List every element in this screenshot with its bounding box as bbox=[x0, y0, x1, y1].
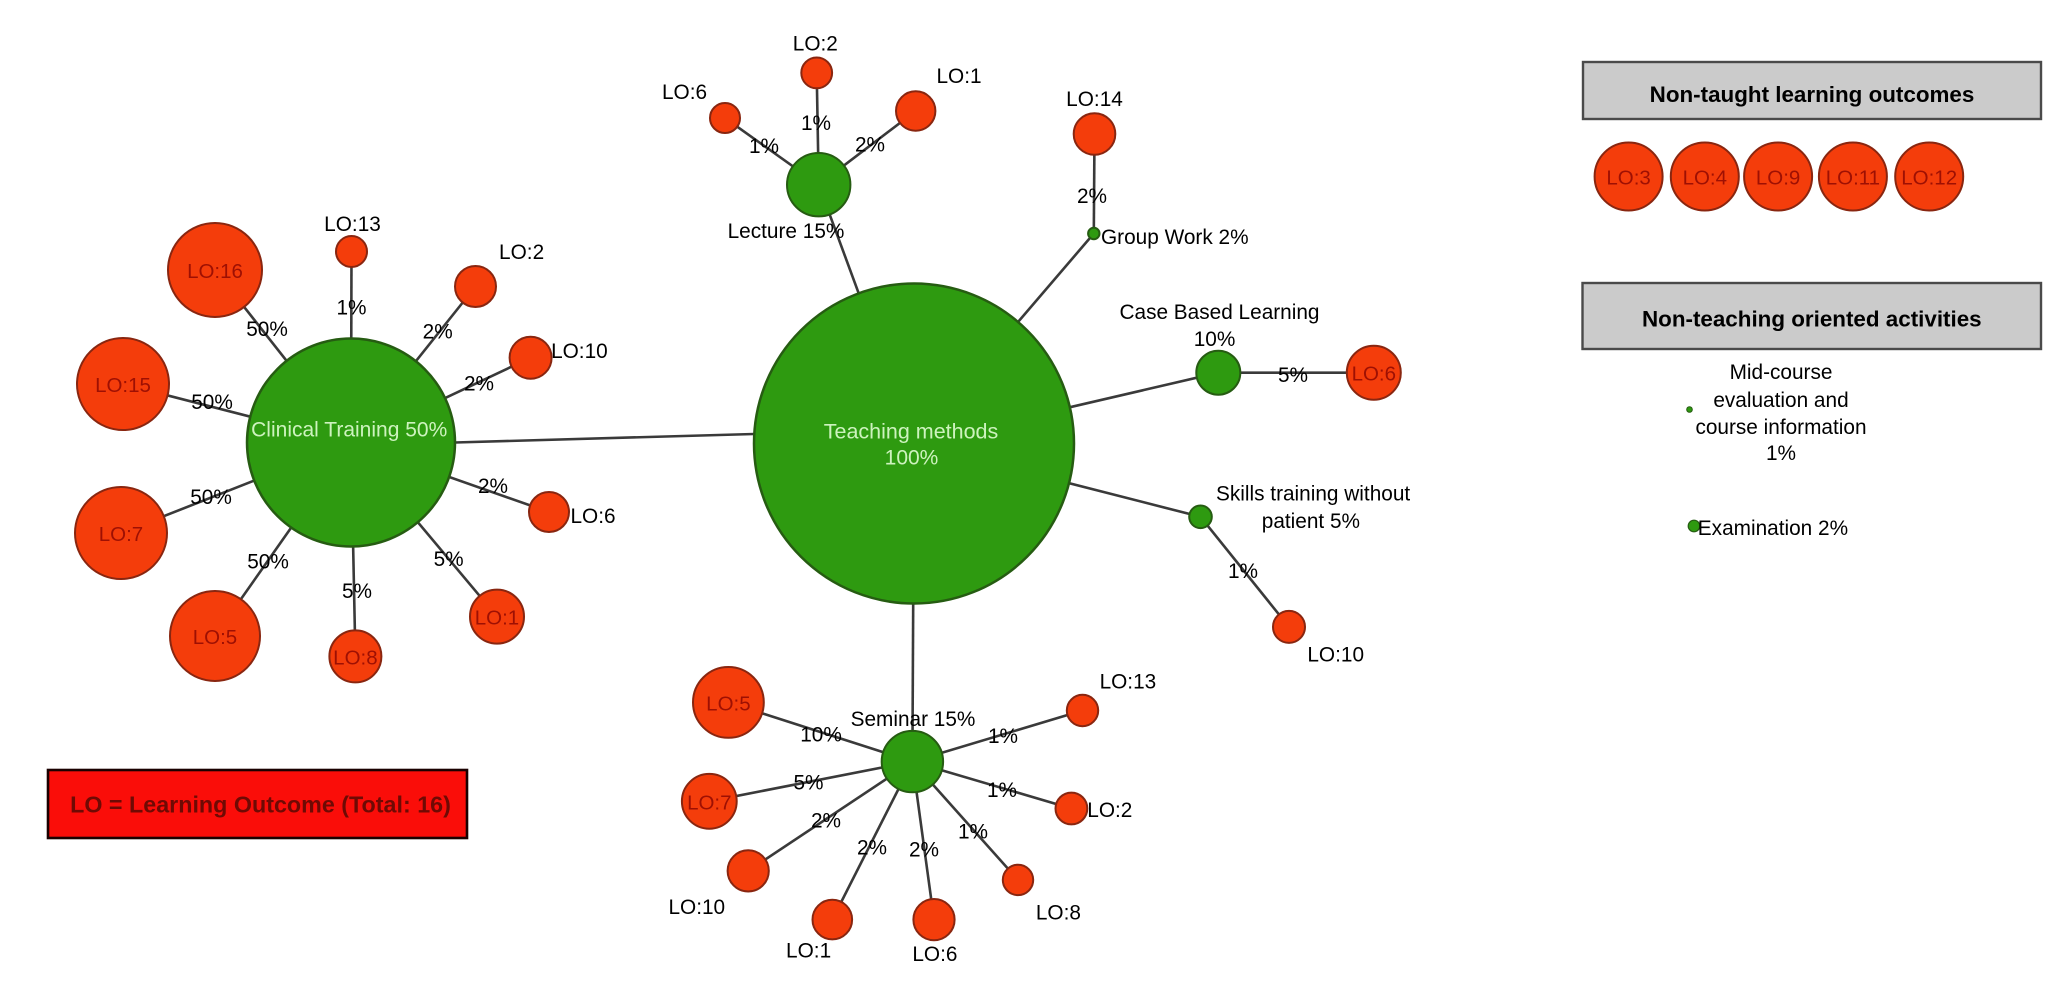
svg-text:Mid-course: Mid-course bbox=[1730, 361, 1833, 384]
svg-text:patient 5%: patient 5% bbox=[1262, 510, 1360, 533]
svg-text:Examination 2%: Examination 2% bbox=[1698, 517, 1848, 540]
svg-text:LO:3: LO:3 bbox=[1606, 167, 1650, 190]
svg-text:course information: course information bbox=[1695, 416, 1866, 439]
svg-text:LO:10: LO:10 bbox=[551, 340, 608, 363]
svg-text:Seminar 15%: Seminar 15% bbox=[851, 708, 976, 731]
svg-text:1%: 1% bbox=[801, 112, 831, 135]
svg-text:LO:11: LO:11 bbox=[1826, 167, 1880, 190]
svg-text:5%: 5% bbox=[342, 580, 372, 603]
svg-text:5%: 5% bbox=[793, 772, 823, 795]
svg-text:Skills training without: Skills training without bbox=[1216, 483, 1410, 506]
svg-text:Clinical Training 50%: Clinical Training 50% bbox=[251, 419, 447, 442]
svg-text:LO:6: LO:6 bbox=[1352, 363, 1396, 386]
svg-text:LO:5: LO:5 bbox=[706, 692, 750, 715]
svg-text:LO:9: LO:9 bbox=[1756, 167, 1800, 190]
svg-text:5%: 5% bbox=[1278, 364, 1308, 387]
svg-text:1%: 1% bbox=[749, 135, 779, 158]
svg-text:LO:6: LO:6 bbox=[912, 943, 957, 966]
svg-text:2%: 2% bbox=[478, 475, 508, 498]
svg-text:LO:2: LO:2 bbox=[793, 33, 838, 56]
svg-text:Lecture 15%: Lecture 15% bbox=[728, 220, 845, 243]
svg-text:10%: 10% bbox=[800, 724, 842, 747]
svg-text:LO:8: LO:8 bbox=[333, 646, 377, 669]
svg-text:LO:2: LO:2 bbox=[499, 241, 544, 264]
svg-text:LO:13: LO:13 bbox=[1100, 671, 1157, 694]
svg-text:Case Based Learning: Case Based Learning bbox=[1119, 301, 1319, 324]
svg-text:Non-teaching oriented activiti: Non-teaching oriented activities bbox=[1642, 306, 1982, 331]
svg-text:1%: 1% bbox=[1766, 442, 1796, 465]
svg-text:Teaching methods: Teaching methods bbox=[824, 420, 999, 444]
svg-text:Group Work 2%: Group Work 2% bbox=[1101, 226, 1249, 249]
svg-text:LO:1: LO:1 bbox=[936, 65, 981, 88]
svg-text:evaluation and: evaluation and bbox=[1713, 389, 1848, 412]
svg-text:1%: 1% bbox=[1228, 560, 1258, 583]
svg-text:LO:4: LO:4 bbox=[1683, 167, 1727, 190]
svg-text:2%: 2% bbox=[857, 837, 887, 860]
svg-text:2%: 2% bbox=[1077, 185, 1107, 208]
svg-text:LO:6: LO:6 bbox=[570, 505, 615, 528]
svg-text:LO:7: LO:7 bbox=[687, 791, 731, 814]
svg-text:50%: 50% bbox=[191, 391, 233, 414]
svg-text:LO:14: LO:14 bbox=[1066, 88, 1123, 111]
svg-text:2%: 2% bbox=[423, 320, 453, 343]
svg-text:LO:1: LO:1 bbox=[475, 607, 519, 630]
svg-text:50%: 50% bbox=[247, 551, 289, 574]
svg-text:LO:7: LO:7 bbox=[99, 523, 143, 546]
svg-text:LO:2: LO:2 bbox=[1087, 799, 1132, 822]
svg-text:Non-taught learning outcomes: Non-taught learning outcomes bbox=[1650, 82, 1975, 107]
svg-text:LO:12: LO:12 bbox=[1901, 167, 1957, 190]
svg-text:LO:5: LO:5 bbox=[193, 626, 237, 649]
svg-text:LO:10: LO:10 bbox=[1307, 644, 1364, 667]
svg-text:LO:6: LO:6 bbox=[662, 81, 707, 104]
svg-text:LO:16: LO:16 bbox=[187, 260, 243, 283]
svg-text:LO:1: LO:1 bbox=[786, 940, 831, 963]
svg-text:1%: 1% bbox=[987, 779, 1017, 802]
svg-text:1%: 1% bbox=[336, 297, 366, 320]
svg-text:10%: 10% bbox=[1194, 328, 1236, 351]
svg-text:2%: 2% bbox=[909, 838, 939, 861]
svg-text:2%: 2% bbox=[811, 810, 841, 833]
svg-text:1%: 1% bbox=[988, 725, 1018, 748]
svg-text:1%: 1% bbox=[958, 820, 988, 843]
svg-text:LO:13: LO:13 bbox=[324, 213, 381, 236]
svg-text:100%: 100% bbox=[885, 447, 939, 470]
svg-text:2%: 2% bbox=[464, 373, 494, 396]
svg-text:5%: 5% bbox=[434, 548, 464, 571]
svg-text:2%: 2% bbox=[855, 134, 885, 157]
svg-text:50%: 50% bbox=[190, 486, 232, 509]
svg-text:LO:8: LO:8 bbox=[1036, 902, 1081, 925]
svg-text:50%: 50% bbox=[246, 318, 288, 341]
svg-text:LO = Learning Outcome (Total:: LO = Learning Outcome (Total: 16) bbox=[70, 792, 451, 818]
svg-text:LO:10: LO:10 bbox=[668, 896, 725, 919]
svg-text:LO:15: LO:15 bbox=[95, 374, 151, 397]
